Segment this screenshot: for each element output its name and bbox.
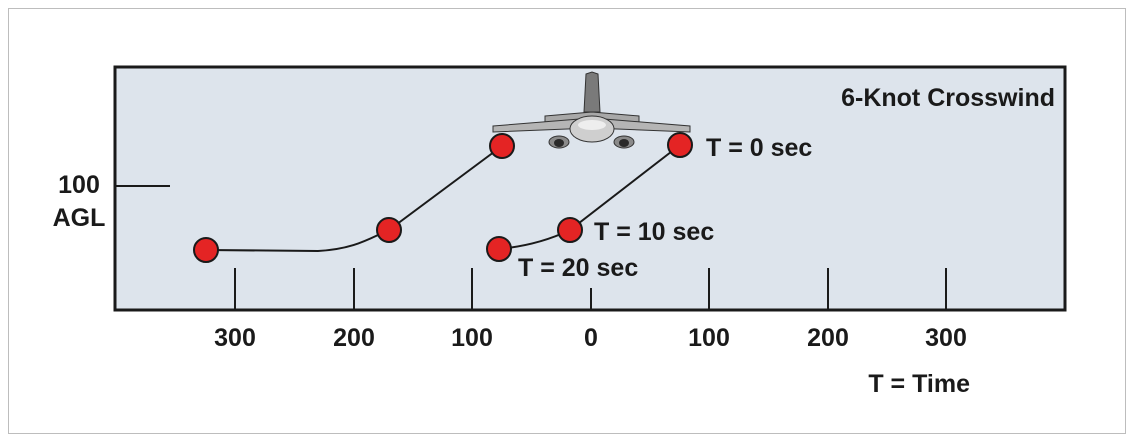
- agl-value-label: 100: [58, 171, 100, 199]
- x-tick-label: 300: [925, 324, 967, 352]
- x-tick-label: 100: [688, 324, 730, 352]
- x-tick-label: 200: [333, 324, 375, 352]
- x-tick-label: 300: [214, 324, 256, 352]
- x-tick-label: 100: [451, 324, 493, 352]
- time-label-t10: T = 10 sec: [594, 218, 714, 246]
- position-marker: [193, 237, 219, 263]
- x-tick-label: 0: [584, 324, 598, 352]
- position-marker: [557, 217, 583, 243]
- position-marker: [489, 133, 515, 159]
- airplane-icon: [492, 71, 691, 149]
- time-label-t0: T = 0 sec: [706, 134, 812, 162]
- x-tick-label: 200: [807, 324, 849, 352]
- axis-ticks: [234, 268, 947, 310]
- position-marker: [667, 132, 693, 158]
- x-axis-label: T = Time: [868, 370, 970, 398]
- diagram-title: 6-Knot Crosswind: [841, 84, 1055, 112]
- time-label-t20: T = 20 sec: [518, 254, 638, 282]
- position-marker: [376, 217, 402, 243]
- position-marker: [486, 236, 512, 262]
- agl-unit-label: AGL: [53, 204, 106, 232]
